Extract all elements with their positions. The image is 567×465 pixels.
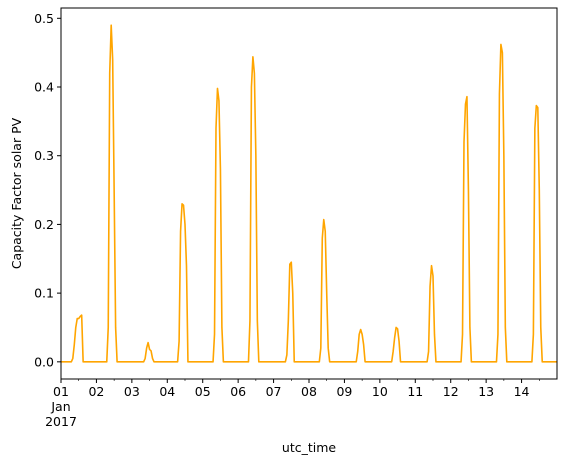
- axes-frame: [60, 7, 558, 380]
- y-tick-label: 0.0: [34, 354, 54, 369]
- y-axis-label: Capacity Factor solar PV: [9, 117, 24, 269]
- x-tick-label: 09: [336, 384, 352, 399]
- plot-area: [61, 24, 557, 363]
- x-tick-label: 03: [124, 384, 140, 399]
- x-tick-label: 2017: [45, 414, 77, 429]
- x-tick-label: 07: [266, 384, 282, 399]
- x-axis-label: utc_time: [282, 440, 336, 455]
- x-tick-label: 01: [53, 384, 69, 399]
- y-tick-label: 0.4: [34, 80, 54, 95]
- x-tick-label: 04: [159, 384, 175, 399]
- x-tick-label: 02: [88, 384, 104, 399]
- x-tick-label: 14: [514, 384, 530, 399]
- x-tick-label: 12: [443, 384, 459, 399]
- y-tick-label: 0.3: [34, 148, 54, 163]
- y-axis: 0.0 0.1 0.2 0.3 0.4 0.5: [34, 11, 61, 369]
- x-tick-label: Jan: [50, 399, 70, 414]
- y-tick-label: 0.5: [34, 11, 54, 26]
- series-line: [61, 24, 557, 363]
- x-tick-label: 08: [301, 384, 317, 399]
- x-tick-label: 10: [372, 384, 388, 399]
- y-tick-label: 0.2: [34, 217, 54, 232]
- x-tick-label: 13: [478, 384, 494, 399]
- x-tick-label: 11: [407, 384, 423, 399]
- x-tick-label: 05: [195, 384, 211, 399]
- x-tick-label: 06: [230, 384, 246, 399]
- y-tick-label: 0.1: [34, 286, 54, 301]
